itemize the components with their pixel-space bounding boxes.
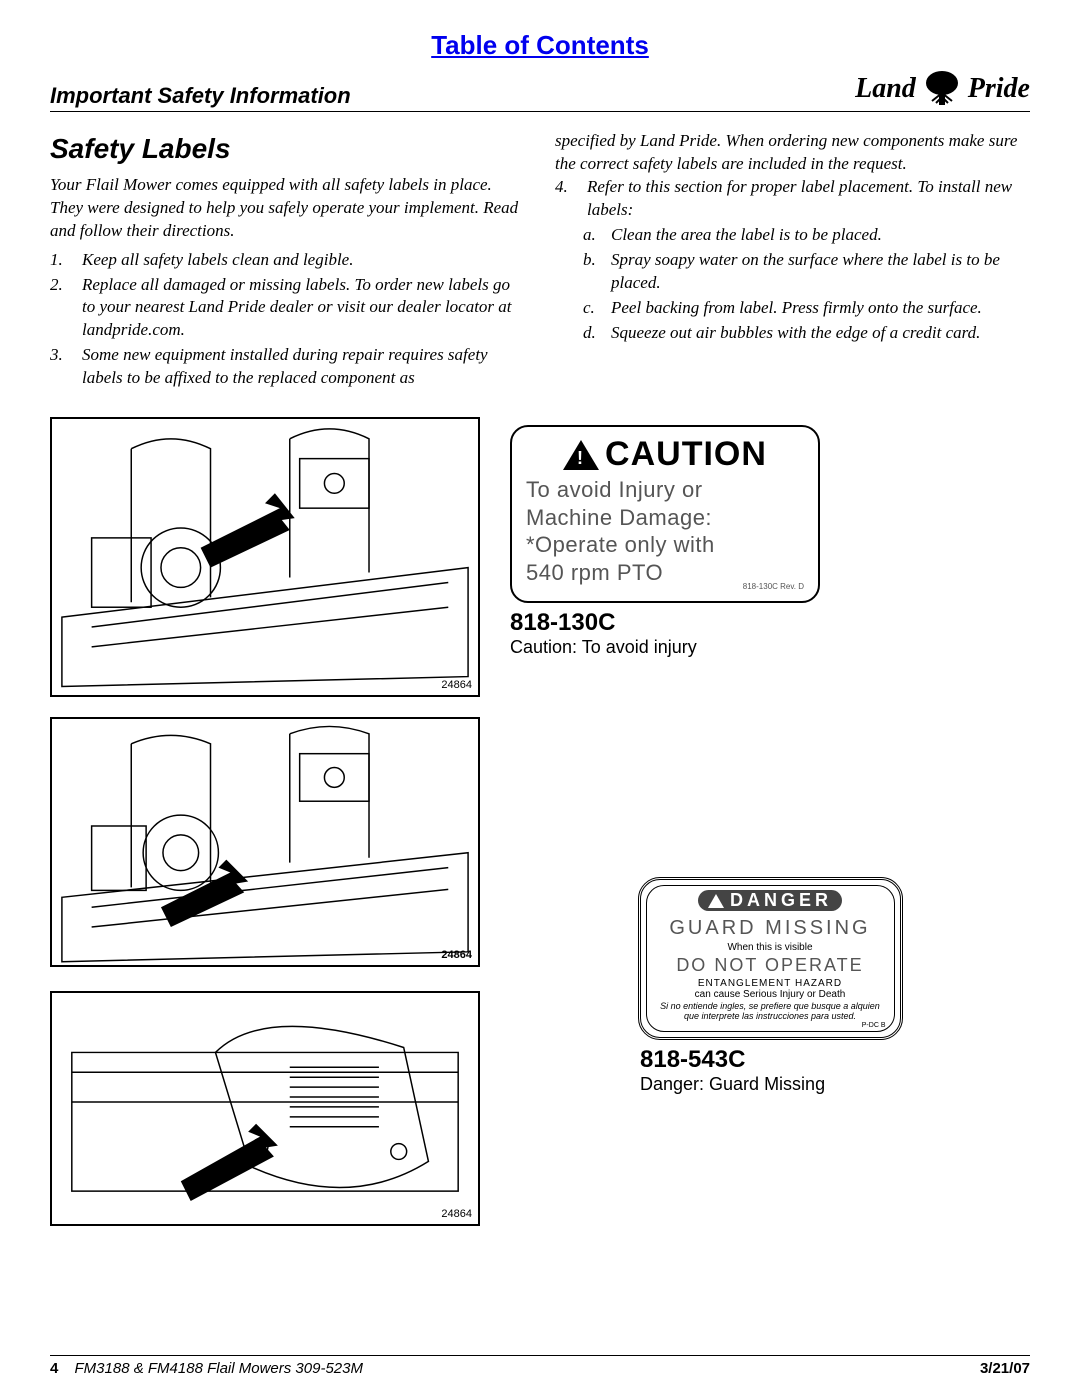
list-item: a.Clean the area the label is to be plac… [583,224,1030,247]
warning-triangle-icon [708,894,724,908]
danger-line: ENTANGLEMENT HAZARD [649,978,892,989]
list-item: 2.Replace all damaged or missing labels.… [50,274,525,343]
mower-schematic-icon [52,719,478,967]
safety-labels-heading: Safety Labels [50,130,525,168]
body-text-columns: Safety Labels Your Flail Mower comes equ… [50,130,1030,392]
list-item: 4.Refer to this section for proper label… [555,176,1030,222]
page-header: Important Safety Information Land Pride [50,69,1030,112]
danger-label: DANGER GUARD MISSING When this is visibl… [638,877,903,1039]
diagram-number: 24864 [441,679,472,691]
toc-link[interactable]: Table of Contents [431,30,649,60]
caution-line: To avoid Injury or [526,476,804,504]
tree-icon [922,69,962,109]
danger-line: When this is visible [649,942,892,953]
right-column: specified by Land Pride. When ordering n… [555,130,1030,392]
label-row-1: 24864 CAUTION To avoid Injury or Machine… [50,417,1030,697]
left-column: Safety Labels Your Flail Mower comes equ… [50,130,525,392]
brand-logo: Land Pride [855,69,1030,109]
brand-word-1: Land [855,73,916,105]
part-number: 818-130C [510,609,1030,637]
brand-word-2: Pride [968,73,1030,105]
document-id: FM3188 & FM4188 Flail Mowers 309-523M [75,1360,363,1377]
list-item: b.Spray soapy water on the surface where… [583,249,1030,295]
part-number: 818-543C [640,1046,1030,1074]
intro-paragraph: Your Flail Mower comes equipped with all… [50,174,525,243]
danger-word: DANGER [730,890,832,911]
placement-diagram-1: 24864 [50,417,480,697]
caution-line: Machine Damage: [526,504,804,532]
part-description: Caution: To avoid injury [510,637,1030,658]
list-item: 1.Keep all safety labels clean and legib… [50,249,525,272]
list-item: 3.Some new equipment installed during re… [50,344,525,390]
caution-line: *Operate only with [526,531,804,559]
list-item: d.Squeeze out air bubbles with the edge … [583,322,1030,345]
footer-date: 3/21/07 [980,1360,1030,1377]
page-footer: 4 FM3188 & FM4188 Flail Mowers 309-523M … [50,1355,1030,1377]
placement-diagram-2: 24864 [50,717,480,967]
mower-schematic-icon [52,419,478,696]
diagram-number: 24864 [441,949,472,961]
part-description: Danger: Guard Missing [640,1074,1030,1095]
warning-triangle-icon [563,440,599,470]
danger-line: GUARD MISSING [649,917,892,940]
label-fine-print: P-DC B [649,1022,892,1029]
continuation-text: specified by Land Pride. When ordering n… [555,130,1030,176]
placement-diagram-3: 24864 [50,991,480,1226]
danger-line: Si no entiende ingles, se prefiere que b… [649,1002,892,1022]
danger-line: can cause Serious Injury or Death [649,989,892,1000]
section-title: Important Safety Information [50,83,351,109]
caution-word: CAUTION [605,435,767,474]
diagram-number: 24864 [441,1208,472,1220]
label-row-2: 24864 24864 [50,717,1030,1226]
list-item: c.Peel backing from label. Press firmly … [583,297,1030,320]
mower-side-schematic-icon [52,993,478,1226]
caution-label: CAUTION To avoid Injury or Machine Damag… [510,425,820,603]
danger-line: DO NOT OPERATE [649,955,892,976]
page-number: 4 [50,1360,58,1377]
